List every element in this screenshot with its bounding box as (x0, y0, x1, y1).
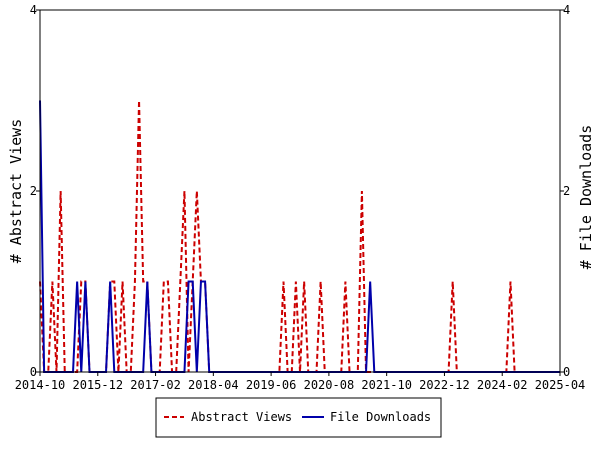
y-axis-title-left: # Abstract Views (7, 119, 25, 264)
series-line-file-downloads (39, 100, 560, 373)
x-tick-label: 2019-06 (246, 378, 297, 392)
x-tick-label: 2014-10 (15, 378, 66, 392)
x-tick-label: 2017-02 (130, 378, 181, 392)
y-tick-label-left: 0 (30, 365, 37, 379)
x-tick-label: 2018-04 (188, 378, 239, 392)
y-tick-label-right: 2 (563, 184, 570, 198)
legend-label-file-downloads: File Downloads (330, 410, 431, 424)
x-tick-label: 2025-04 (535, 378, 586, 392)
x-axis-ticks: 2014-10 2015-12 2017-02 2018-04 2019-06 2020-… (15, 372, 586, 392)
x-tick-label: 2020-08 (304, 378, 355, 392)
legend-box (155, 397, 442, 438)
y-tick-label-right: 0 (563, 365, 570, 379)
x-tick-label: 2022-12 (419, 378, 470, 392)
y-tick-label-left: 4 (30, 3, 37, 17)
y-tick-label-right: 4 (563, 3, 570, 17)
series-line-abstract-views (39, 100, 560, 373)
legend-label-abstract-views: Abstract Views (191, 410, 292, 424)
y-tick-label-left: 2 (30, 184, 37, 198)
y-axis-ticks: 0 2 4 0 2 4 (30, 3, 570, 379)
x-tick-label: 2015-12 (72, 378, 123, 392)
x-tick-label: 2024-02 (477, 378, 528, 392)
plot-frame (39, 9, 561, 373)
x-tick-label: 2021-10 (361, 378, 412, 392)
legend: Abstract Views File Downloads (155, 397, 442, 438)
y-axis-title-right: # File Downloads (577, 125, 595, 270)
